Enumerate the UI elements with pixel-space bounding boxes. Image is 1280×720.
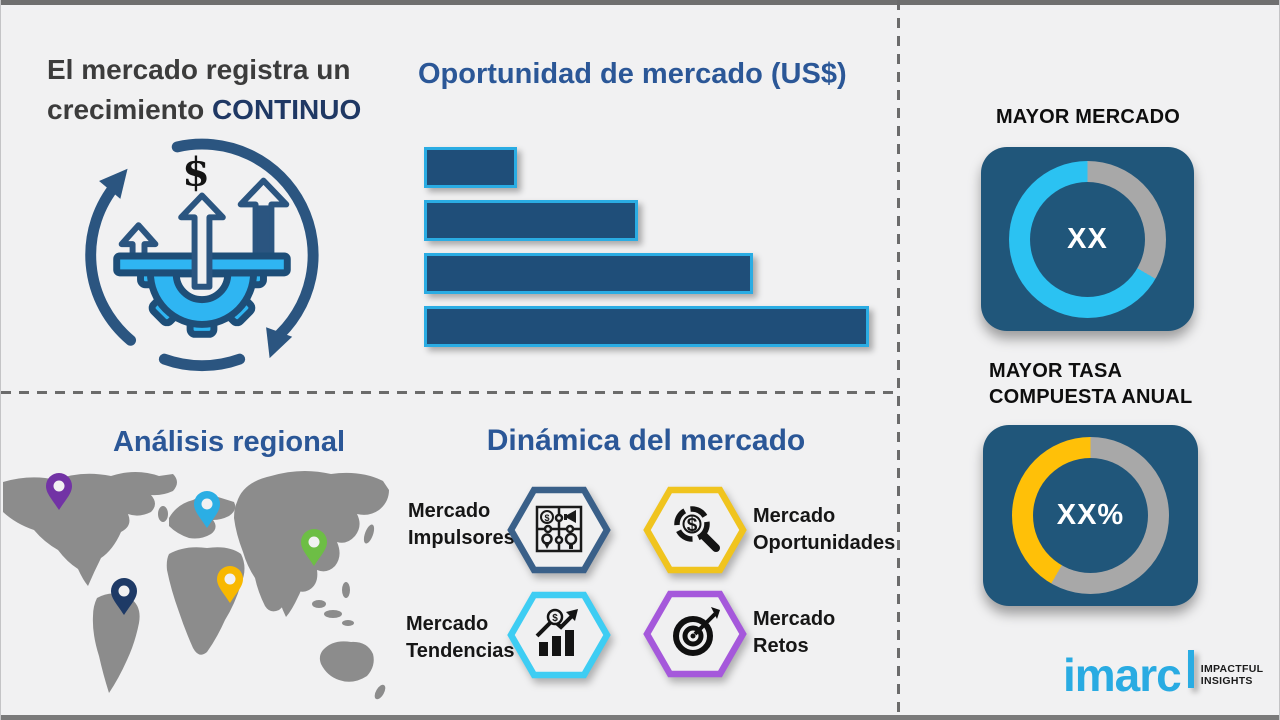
puzzle-icon: $ <box>535 505 583 553</box>
donut-hole <box>1033 458 1148 573</box>
cagr-title-line2: COMPUESTA ANUAL <box>989 386 1193 408</box>
label-line2: Tendencias <box>406 640 515 662</box>
top-frame-strip <box>1 0 1279 5</box>
imarc-logo: imarc IMPACTFUL INSIGHTS <box>1063 650 1263 700</box>
svg-text:$: $ <box>687 515 698 536</box>
opportunity-chart-title: Oportunidad de mercado (US$) <box>418 58 847 90</box>
dynamics-section-title: Dinámica del mercado <box>486 424 806 457</box>
bottom-frame-strip <box>1 715 1279 720</box>
tagline-line2: INSIGHTS <box>1200 675 1253 687</box>
growth-section-title: El mercado registra un crecimiento CONTI… <box>47 50 397 130</box>
label-line1: Mercado <box>406 613 489 635</box>
dart-target-icon <box>673 607 720 656</box>
donut-hole <box>1030 181 1145 297</box>
label-line2: Oportunidades <box>753 532 896 554</box>
map-pin-south-america <box>111 578 137 615</box>
largest-market-card: XX <box>981 147 1194 331</box>
horizontal-dashed-divider <box>1 391 898 394</box>
dynamics-label-drivers: Mercado Impulsores <box>408 498 558 552</box>
svg-text:$: $ <box>552 613 558 624</box>
growth-title-line1: El mercado registra un <box>47 54 351 85</box>
imarc-brand-text: imarc <box>1063 649 1182 701</box>
map-pin-middle-east-africa <box>217 566 243 603</box>
map-pin-east-asia <box>301 529 327 566</box>
growth-title-accent: CONTINUO <box>211 94 362 125</box>
opportunity-bar <box>424 306 869 347</box>
map-pin-europe <box>194 491 220 528</box>
trend-chart-icon: $ <box>535 608 578 656</box>
hexagon-drivers: $ <box>507 486 611 574</box>
largest-market-value: XX <box>1067 222 1108 255</box>
opportunity-bar <box>424 253 754 294</box>
dynamics-label-opportunities: Mercado Oportunidades <box>753 503 903 557</box>
cagr-donut: XX% <box>1012 437 1169 594</box>
growth-gear-arrows-icon: $ <box>85 138 319 372</box>
cagr-card: XX% <box>983 425 1198 606</box>
dollar-sign-glyph: $ <box>182 150 210 196</box>
label-line1: Mercado <box>753 608 836 630</box>
map-pin-north-america <box>46 473 72 510</box>
cagr-title: MAYOR TASA COMPUESTA ANUAL <box>989 358 1219 410</box>
regional-section-title: Análisis regional <box>112 426 346 458</box>
vertical-dashed-divider <box>897 0 900 720</box>
dynamics-label-trends: Mercado Tendencias <box>406 611 556 665</box>
opportunity-bar <box>424 200 638 241</box>
magnifier-dollar-icon: $ <box>674 506 720 552</box>
world-map <box>3 470 389 700</box>
logo-divider-bar <box>1187 650 1194 688</box>
label-line1: Mercado <box>408 500 491 522</box>
largest-market-title: MAYOR MERCADO <box>995 106 1181 128</box>
cagr-value: XX% <box>1056 499 1125 531</box>
logo-tagline: IMPACTFUL INSIGHTS <box>1201 663 1264 687</box>
hexagon-trends: $ <box>507 591 611 679</box>
hexagon-opportunities: $ <box>643 486 747 574</box>
opportunity-bar-chart <box>424 147 869 359</box>
tagline-line1: IMPACTFUL <box>1200 663 1264 675</box>
dynamics-label-challenges: Mercado Retos <box>753 606 903 660</box>
cagr-title-line1: MAYOR TASA <box>989 360 1123 382</box>
label-line2: Retos <box>753 635 809 657</box>
opportunity-bar <box>424 147 518 188</box>
hexagon-challenges <box>643 590 747 678</box>
label-line2: Impulsores <box>408 527 515 549</box>
largest-market-donut: XX <box>1009 160 1166 318</box>
growth-title-line2: crecimiento <box>47 94 205 125</box>
svg-text:$: $ <box>544 513 549 523</box>
label-line1: Mercado <box>753 505 836 527</box>
